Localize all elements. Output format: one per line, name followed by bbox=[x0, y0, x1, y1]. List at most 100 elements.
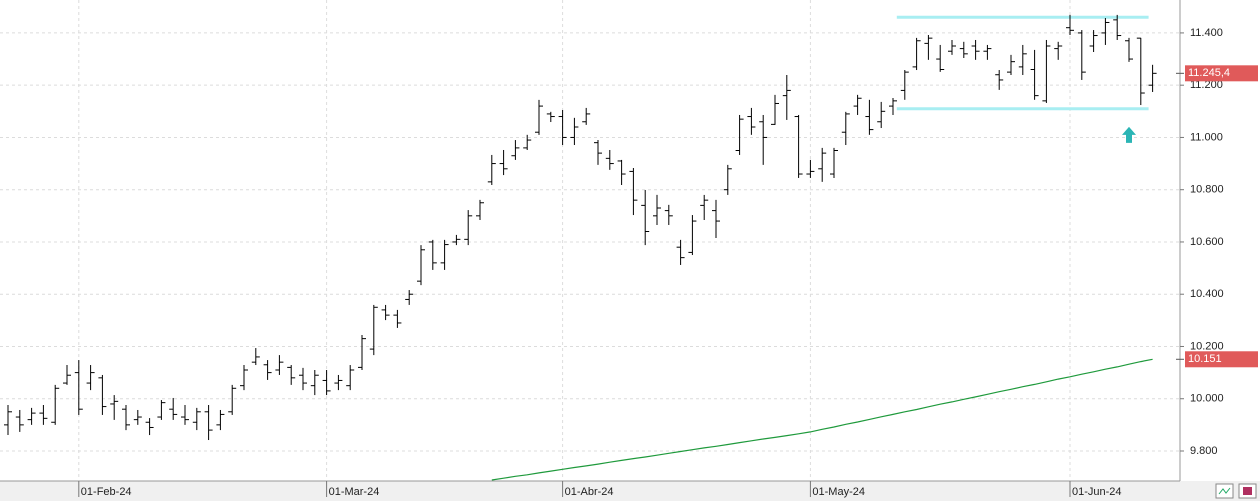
ohlc-bar bbox=[428, 239, 437, 270]
ohlc-bar bbox=[747, 107, 756, 135]
ohlc-bar bbox=[877, 101, 886, 129]
ohlc-bar bbox=[251, 348, 260, 366]
ohlc-bar bbox=[15, 409, 24, 432]
ohlc-bar bbox=[948, 39, 956, 55]
x-tick-label: 01-May-24 bbox=[812, 486, 865, 498]
ohlc-bar bbox=[181, 405, 189, 425]
ohlc-bar bbox=[417, 245, 425, 286]
x-tick-label: 01-Mar-24 bbox=[329, 486, 380, 498]
ohlc-bar bbox=[145, 418, 154, 436]
x-tick-label: 01-Feb-24 bbox=[81, 486, 132, 498]
ohlc-bar bbox=[735, 114, 744, 155]
y-tick-label: 10.400 bbox=[1190, 288, 1224, 300]
ohlc-bar bbox=[1101, 18, 1110, 45]
ohlc-bar bbox=[546, 111, 555, 123]
ohlc-bar bbox=[405, 290, 414, 305]
toolbar-icons[interactable] bbox=[1215, 483, 1257, 499]
ohlc-bar bbox=[617, 159, 626, 185]
ohlc-bar bbox=[924, 35, 933, 60]
y-tick-label: 11.200 bbox=[1190, 79, 1223, 91]
ohlc-bar bbox=[440, 239, 449, 270]
ohlc-bar bbox=[263, 360, 272, 380]
y-tick-label: 11.400 bbox=[1190, 27, 1223, 39]
ohlc-bar bbox=[192, 407, 201, 431]
moving-average-line bbox=[491, 358, 1153, 481]
ohlc-bar bbox=[27, 407, 36, 425]
ohlc-bar bbox=[452, 234, 461, 246]
price-tag-label: 10.151 bbox=[1188, 353, 1222, 365]
ohlc-bar bbox=[1136, 37, 1145, 106]
ohlc-bar bbox=[216, 409, 225, 431]
ohlc-bar bbox=[900, 70, 909, 100]
y-tick-label: 9.800 bbox=[1190, 445, 1218, 457]
ohlc-bar bbox=[133, 409, 142, 425]
ohlc-bar bbox=[499, 149, 508, 176]
ohlc-bar bbox=[381, 304, 390, 321]
ohlc-bar bbox=[853, 94, 862, 115]
ohlc-bar bbox=[759, 114, 768, 165]
ohlc-bar bbox=[334, 374, 343, 391]
ohlc-bar bbox=[971, 39, 980, 60]
ohlc-bar bbox=[393, 309, 402, 328]
y-tick-label: 10.200 bbox=[1190, 340, 1224, 352]
ohlc-bar bbox=[86, 365, 95, 391]
ohlc-bar bbox=[63, 365, 71, 385]
ohlc-bar bbox=[1077, 30, 1086, 80]
ohlc-bar bbox=[4, 405, 12, 436]
ohlc-bar bbox=[959, 41, 968, 59]
ohlc-bar bbox=[1030, 49, 1039, 100]
ohlc-bar bbox=[995, 70, 1004, 90]
ohlc-bar bbox=[122, 405, 130, 431]
ohlc-bar bbox=[322, 369, 331, 396]
ohlc-bar bbox=[110, 395, 119, 420]
ohlc-bar bbox=[511, 140, 520, 160]
ohlc-bar bbox=[641, 189, 650, 246]
ohlc-bar bbox=[723, 164, 732, 195]
ohlc-bar bbox=[51, 384, 60, 425]
ohlc-bar bbox=[594, 140, 602, 165]
ohlc-bar bbox=[39, 405, 48, 425]
ohlc-bar bbox=[1007, 54, 1015, 75]
price-tag bbox=[1185, 65, 1258, 82]
ohlc-bar bbox=[558, 110, 567, 146]
y-tick-label: 10.600 bbox=[1190, 236, 1224, 248]
ohlc-bar bbox=[712, 199, 720, 239]
x-tick-label: 01-Jun-24 bbox=[1072, 486, 1122, 498]
x-axis-band bbox=[0, 481, 1260, 501]
ohlc-bar bbox=[841, 111, 850, 146]
ohlc-bar bbox=[771, 94, 779, 125]
ohlc-bar bbox=[74, 360, 83, 415]
ohlc-bar bbox=[157, 400, 166, 420]
ohlc-bar bbox=[653, 194, 661, 225]
ohlc-bar bbox=[806, 159, 815, 178]
save-icon-glyph bbox=[1243, 487, 1252, 495]
ohlc-bar bbox=[358, 334, 366, 370]
ohlc-bar bbox=[688, 215, 697, 256]
zoom-icon-glyph bbox=[1218, 487, 1231, 495]
ohlc-bar bbox=[865, 99, 874, 135]
ohlc-bar bbox=[605, 149, 614, 170]
ohlc-bar bbox=[487, 154, 496, 185]
ohlc-bar bbox=[346, 365, 355, 391]
ohlc-bar bbox=[228, 384, 237, 415]
ohlc-bar bbox=[664, 204, 673, 225]
ohlc-bar bbox=[287, 365, 296, 385]
ohlc-bar bbox=[818, 147, 827, 182]
ohlc-bar bbox=[169, 397, 178, 420]
ohlc-bar bbox=[204, 405, 213, 441]
ohlc-bar bbox=[464, 210, 473, 246]
ohlc-bar bbox=[1066, 14, 1074, 36]
ohlc-bar bbox=[310, 369, 319, 396]
ohlc-bar bbox=[936, 44, 945, 72]
ohlc-bar bbox=[1054, 41, 1063, 60]
ohlc-bar bbox=[912, 37, 921, 71]
y-tick-label: 11.000 bbox=[1190, 131, 1223, 143]
ohlc-bar bbox=[476, 199, 484, 221]
ohlc-bar bbox=[794, 114, 803, 178]
price-tag bbox=[1185, 351, 1258, 368]
y-tick-label: 10.800 bbox=[1190, 184, 1224, 196]
ohlc-bar bbox=[830, 147, 838, 178]
signal-arrow bbox=[1122, 126, 1136, 143]
